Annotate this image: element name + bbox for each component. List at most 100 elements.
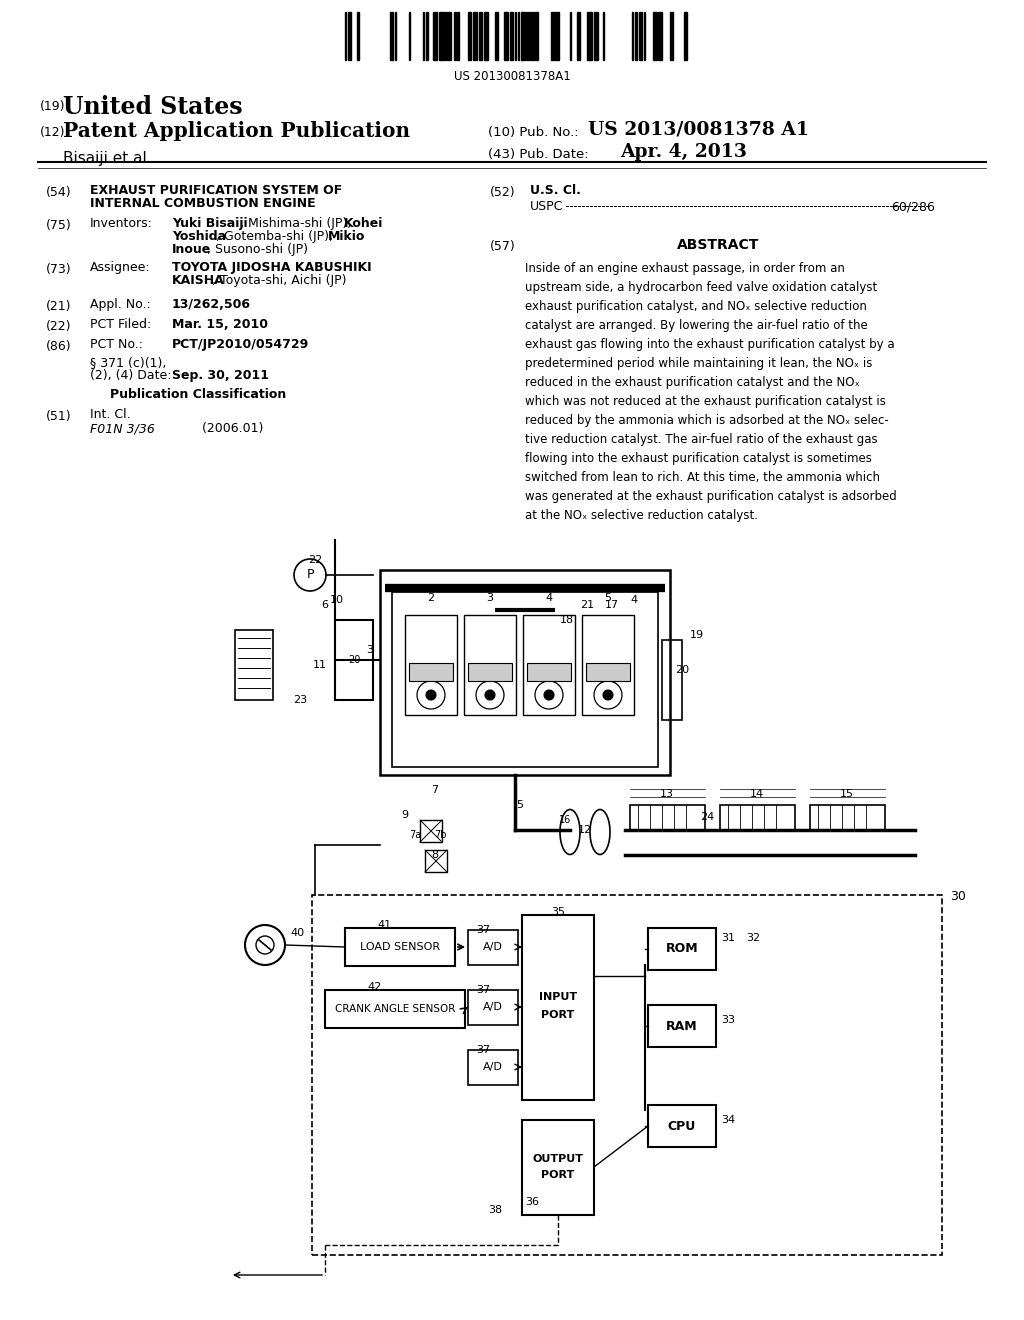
Text: (2), (4) Date:: (2), (4) Date: — [90, 370, 171, 381]
Text: Inside of an engine exhaust passage, in order from an
upstream side, a hydrocarb: Inside of an engine exhaust passage, in … — [525, 261, 897, 521]
Text: (54): (54) — [46, 186, 72, 199]
Text: 17: 17 — [605, 601, 620, 610]
Text: RAM: RAM — [667, 1019, 697, 1032]
Bar — [535, 12, 538, 59]
Bar — [473, 12, 477, 59]
Text: (73): (73) — [46, 263, 72, 276]
Text: 24: 24 — [699, 812, 714, 822]
Bar — [468, 1049, 518, 1085]
Bar — [586, 663, 630, 681]
Bar — [588, 12, 592, 59]
Text: A/D: A/D — [483, 1063, 503, 1072]
Text: US 2013/0081378 A1: US 2013/0081378 A1 — [588, 121, 809, 139]
Bar — [468, 663, 512, 681]
Text: 21: 21 — [580, 601, 594, 610]
Bar — [523, 615, 575, 715]
Circle shape — [485, 690, 495, 700]
Text: Int. Cl.: Int. Cl. — [90, 408, 131, 421]
Bar — [522, 1119, 594, 1214]
Text: , Toyota-shi, Aichi (JP): , Toyota-shi, Aichi (JP) — [212, 275, 346, 286]
Bar — [325, 990, 465, 1028]
Text: 37: 37 — [476, 925, 490, 935]
Text: (75): (75) — [46, 219, 72, 232]
Text: Publication Classification: Publication Classification — [110, 388, 287, 401]
Text: U.S. Cl.: U.S. Cl. — [530, 183, 581, 197]
Bar — [648, 928, 716, 970]
Text: 15: 15 — [840, 789, 854, 799]
Text: 30: 30 — [950, 890, 966, 903]
Bar — [406, 615, 457, 715]
Text: TOYOTA JIDOSHA KABUSHIKI: TOYOTA JIDOSHA KABUSHIKI — [172, 261, 372, 275]
Bar — [468, 990, 518, 1026]
Text: (19): (19) — [40, 100, 66, 114]
Text: 35: 35 — [551, 907, 565, 917]
Text: EXHAUST PURIFICATION SYSTEM OF: EXHAUST PURIFICATION SYSTEM OF — [90, 183, 342, 197]
Text: 10: 10 — [330, 595, 344, 605]
Text: 3: 3 — [486, 593, 494, 603]
Bar — [525, 12, 527, 59]
Bar — [521, 12, 525, 59]
Bar — [392, 591, 658, 767]
Text: 42: 42 — [368, 982, 382, 993]
Bar — [468, 931, 518, 965]
Text: Inventors:: Inventors: — [90, 216, 153, 230]
Text: 6: 6 — [322, 601, 329, 610]
Text: United States: United States — [63, 95, 243, 119]
Text: ABSTRACT: ABSTRACT — [677, 238, 759, 252]
Bar — [639, 12, 642, 59]
Bar — [551, 12, 554, 59]
Text: 20: 20 — [675, 665, 689, 675]
Bar — [504, 12, 508, 59]
Text: PORT: PORT — [542, 1010, 574, 1020]
Bar — [653, 12, 656, 59]
Bar — [457, 12, 459, 59]
Text: 40: 40 — [290, 928, 304, 939]
Text: (22): (22) — [46, 319, 72, 333]
Bar — [648, 1005, 716, 1047]
Text: 37: 37 — [476, 985, 490, 995]
Text: § 371 (c)(1),: § 371 (c)(1), — [90, 356, 166, 370]
Bar — [522, 915, 594, 1100]
Text: 11: 11 — [313, 660, 327, 671]
Text: Mikio: Mikio — [328, 230, 366, 243]
Bar — [484, 12, 488, 59]
Circle shape — [603, 690, 613, 700]
Text: INPUT: INPUT — [539, 993, 578, 1002]
Bar — [345, 12, 346, 59]
Bar — [495, 12, 499, 59]
Text: Bisaiji et al.: Bisaiji et al. — [63, 150, 152, 166]
Text: (21): (21) — [46, 300, 72, 313]
Bar — [356, 12, 359, 59]
Text: (10) Pub. No.:: (10) Pub. No.: — [488, 125, 579, 139]
Bar — [423, 12, 424, 59]
Text: Apr. 4, 2013: Apr. 4, 2013 — [620, 143, 746, 161]
Text: KAISHA: KAISHA — [172, 275, 224, 286]
Text: 33: 33 — [721, 1015, 735, 1026]
Text: US 20130081378A1: US 20130081378A1 — [454, 70, 570, 83]
Bar — [454, 12, 457, 59]
Bar — [443, 12, 445, 59]
Bar — [530, 12, 535, 59]
Text: 4: 4 — [630, 595, 637, 605]
Text: 34: 34 — [721, 1115, 735, 1125]
Text: 20: 20 — [348, 655, 360, 665]
Text: 14: 14 — [750, 789, 764, 799]
Text: 5: 5 — [516, 800, 523, 810]
Bar — [439, 12, 443, 59]
Bar — [348, 12, 351, 59]
Bar — [720, 805, 795, 830]
Text: CRANK ANGLE SENSOR: CRANK ANGLE SENSOR — [335, 1005, 456, 1014]
Bar — [446, 12, 452, 59]
Bar — [603, 12, 604, 59]
Bar — [312, 895, 942, 1255]
Bar — [527, 663, 571, 681]
Bar — [335, 620, 373, 700]
Text: P: P — [306, 569, 313, 582]
Text: PCT No.:: PCT No.: — [90, 338, 143, 351]
Text: 2: 2 — [427, 593, 434, 603]
Text: 13: 13 — [660, 789, 674, 799]
Text: USPC: USPC — [530, 201, 563, 213]
Text: 16: 16 — [559, 814, 571, 825]
Bar — [409, 663, 453, 681]
Text: 12: 12 — [578, 825, 592, 836]
